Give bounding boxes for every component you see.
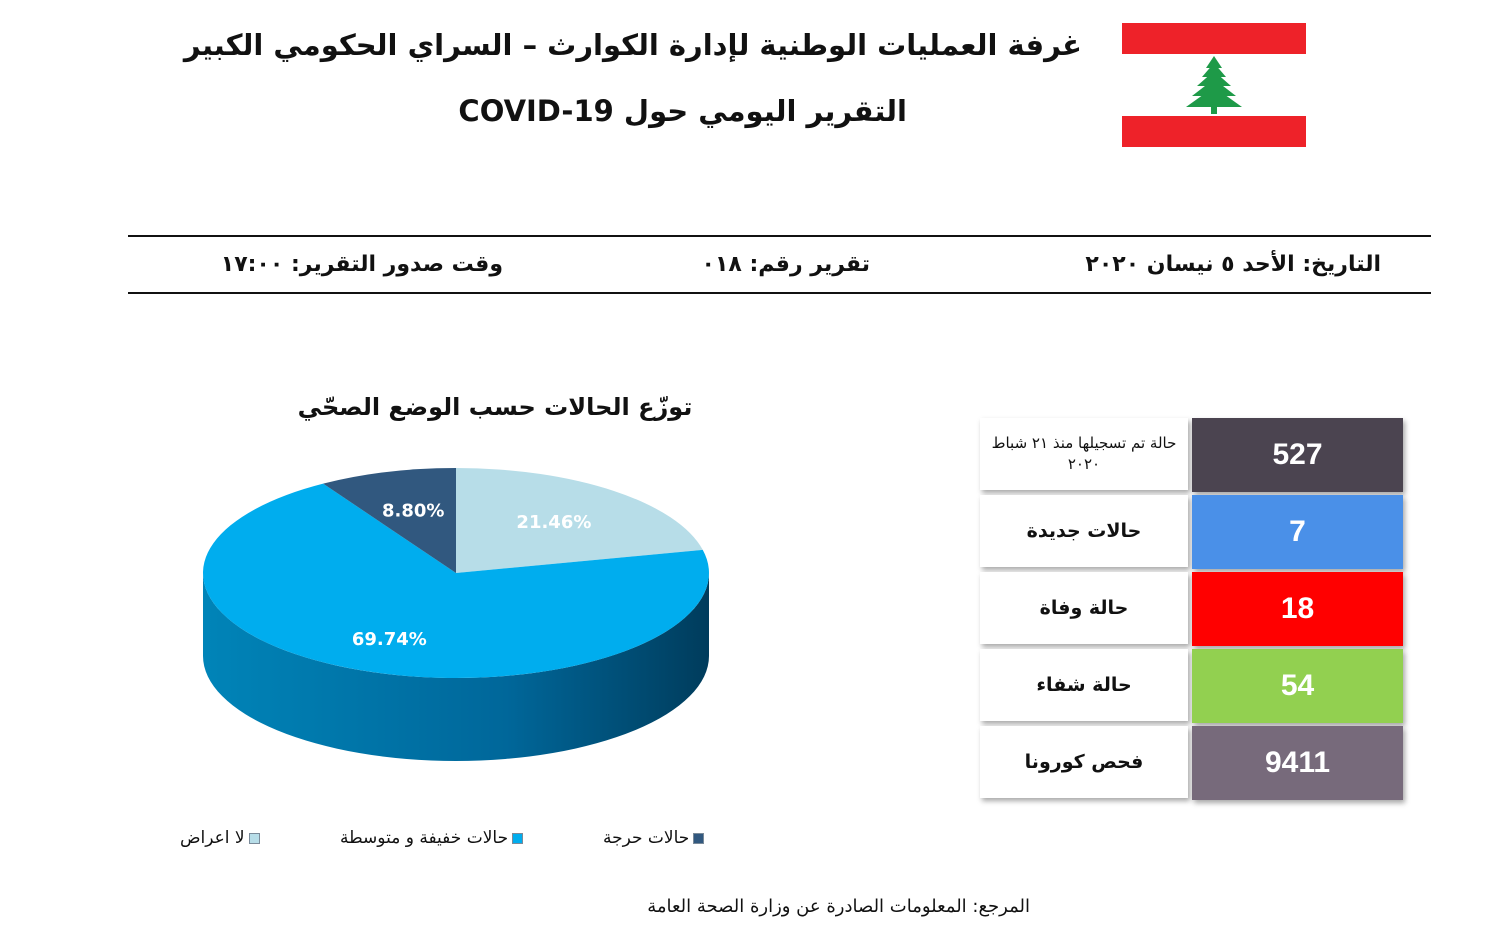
stat-row-tests: فحص كورونا 9411 (980, 726, 1410, 800)
source-note: المرجع: المعلومات الصادرة عن وزارة الصحة… (647, 896, 1030, 917)
report-date: التاريخ: الأحد ٥ نيسان ٢٠٢٠ (1085, 252, 1381, 277)
legend-swatch (693, 832, 705, 844)
legend-item-critical: حالات حرجة (603, 827, 705, 849)
pie-slice-no-symptoms (456, 468, 703, 573)
lebanon-flag-icon (1122, 23, 1306, 147)
stat-row-new-cases: حالات جديدة 7 (980, 495, 1410, 569)
report-subtitle: التقرير اليومي حول COVID-19 (458, 94, 907, 128)
stat-value: 7 (1192, 495, 1403, 569)
report-title: غرفة العمليات الوطنية لإدارة الكوارث – ا… (183, 28, 1083, 62)
legend-label: حالات خفيفة و متوسطة (340, 828, 509, 848)
stat-value: 18 (1192, 572, 1403, 646)
stat-label: حالة وفاة (980, 572, 1188, 644)
legend-swatch (248, 832, 260, 844)
pie-slice-critical (323, 468, 456, 573)
stat-label: حالات جديدة (980, 495, 1188, 567)
stat-label: فحص كورونا (980, 726, 1188, 798)
pie-chart: 21.46% 69.74% 8.80% (203, 468, 709, 761)
bottom-divider (128, 292, 1431, 294)
chart-title: توزّع الحالات حسب الوضع الصحّي (297, 393, 693, 421)
pie-side-wall (203, 573, 709, 761)
report-issue-time: وقت صدور التقرير: ١٧:٠٠ (220, 252, 503, 277)
pie-slice-mild-moderate (203, 483, 709, 678)
stat-label: حالة تم تسجيلها منذ ٢١ شباط ٢٠٢٠ (980, 418, 1188, 490)
pie-data-label: 8.80% (382, 500, 444, 521)
legend-item-mild-moderate: حالات خفيفة و متوسطة (340, 827, 524, 849)
stat-row-deaths: حالة وفاة 18 (980, 572, 1410, 646)
stat-value: 54 (1192, 649, 1403, 723)
legend-item-no-symptoms: لا اعراض (180, 827, 260, 849)
stat-row-recovered: حالة شفاء 54 (980, 649, 1410, 723)
stat-value: 527 (1192, 418, 1403, 492)
pie-data-label: 21.46% (516, 512, 591, 533)
stat-label: حالة شفاء (980, 649, 1188, 721)
legend-swatch (512, 832, 524, 844)
legend-label: لا اعراض (180, 828, 245, 848)
legend-label: حالات حرجة (603, 828, 690, 848)
stat-row-total-cases: حالة تم تسجيلها منذ ٢١ شباط ٢٠٢٠ 527 (980, 418, 1410, 492)
stat-value: 9411 (1192, 726, 1403, 800)
report-number: تقرير رقم: ٠١٨ (701, 252, 870, 277)
pie-data-label: 69.74% (352, 629, 427, 650)
top-divider (128, 235, 1431, 237)
